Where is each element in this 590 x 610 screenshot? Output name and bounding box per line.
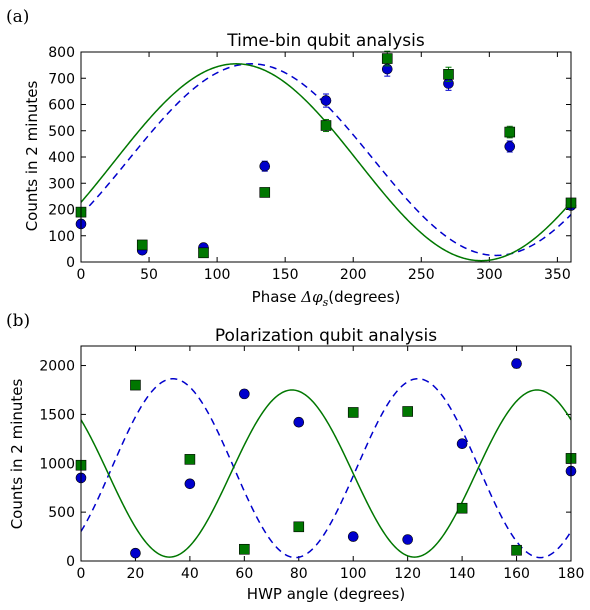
y-tick-label-a-3: 300 [48,176,75,192]
x-tick-label-a-1: 50 [140,267,158,283]
point-b-1-1 [130,379,141,391]
point-b-0-6 [402,534,413,545]
x-tick-label-b-4: 80 [290,566,308,582]
fit-curve-b-0 [81,378,571,559]
fit-curve-a-1 [81,63,571,262]
x-tick-label-a-3: 150 [272,267,299,283]
y-tick-label-b-2: 1000 [39,456,75,472]
x-tick-label-a-6: 300 [476,267,503,283]
x-axis-label-a-symbol: Δφ [300,288,323,306]
point-a-1-2 [198,247,209,259]
point-b-0-4 [293,416,305,428]
x-tick-label-b-7: 140 [449,566,476,582]
point-a-1-3 [259,187,271,198]
point-b-1-7 [456,502,468,514]
y-axis-label-a: Counts in 2 minutes [23,81,41,232]
x-axis-label-a: Phase Δφs(degrees) [252,288,401,309]
point-a-1-1 [136,239,148,251]
x-axis-label-b: HWP angle (degrees) [247,585,405,603]
point-b-0-7 [456,438,468,450]
y-tick-label-a-5: 500 [48,124,75,140]
point-b-0-2 [184,478,196,490]
x-tick-label-b-1: 20 [127,566,145,582]
point-a-1-5 [381,53,393,64]
point-a-0-4 [320,95,332,106]
x-tick-label-a-7: 350 [544,267,571,283]
point-b-0-8 [511,358,522,369]
point-b-1-5 [347,407,359,418]
y-tick-label-a-6: 600 [48,98,75,114]
point-b-0-5 [347,531,359,542]
y-tick-label-b-1: 500 [48,505,75,521]
y-axis-label-b: Counts in 2 minutes [8,379,26,530]
x-tick-label-b-0: 0 [77,566,86,582]
point-b-0-1 [130,547,141,559]
point-a-1-6 [443,69,454,80]
fit-curve-a-0 [81,63,571,257]
x-tick-label-a-2: 100 [204,267,231,283]
plot-area-a: 0 50 100 150 200 250 300 350 0 100 200 300 400 500 600… [48,45,577,283]
y-tick-label-a-7: 700 [48,71,75,87]
x-axis-label-a-sub: s [323,296,329,309]
point-b-1-2 [184,454,196,465]
x-tick-label-a-5: 250 [408,267,435,283]
axes-frame-b [80,345,572,562]
y-tick-label-a-1: 100 [48,229,75,245]
x-tick-label-a-4: 200 [340,267,367,283]
point-a-0-7 [504,141,516,152]
panel-label-b: (b) [6,311,30,331]
point-a-1-7 [504,126,516,138]
x-axis-label-a-suffix: (degrees) [328,288,400,306]
point-b-1-8 [511,544,522,556]
point-a-1-4 [320,120,332,131]
point-a-0-3 [259,160,271,172]
plot-area-b: 0 20 40 60 80 100 120 140 160 180 0 500 1000 1500 2000 [39,345,585,582]
point-b-0-3 [239,388,250,400]
point-b-1-3 [239,543,250,555]
x-tick-label-b-5: 100 [340,566,367,582]
y-tick-label-b-4: 2000 [39,359,75,375]
x-tick-label-a-0: 0 [77,267,86,283]
panel-label-a: (a) [6,7,29,27]
x-tick-label-b-8: 160 [503,566,530,582]
axes-frame-a [80,51,572,263]
y-tick-label-b-0: 0 [66,554,75,570]
chart-title-a: Time-bin qubit analysis [226,31,425,51]
fit-curve-b-1 [81,389,571,558]
y-tick-label-b-3: 1500 [39,407,75,423]
x-axis-label-a-prefix: Phase [252,288,302,306]
panel-time-bin: (a) Time-bin qubit analysis Counts in 2 … [6,7,577,309]
y-tick-label-a-4: 400 [48,150,75,166]
x-tick-label-b-9: 180 [558,566,585,582]
chart-title-b: Polarization qubit analysis [215,326,437,346]
x-tick-label-b-3: 60 [235,566,253,582]
x-tick-label-b-6: 120 [394,566,421,582]
y-tick-label-a-2: 200 [48,203,75,219]
y-tick-label-a-8: 800 [48,45,75,61]
point-b-1-6 [402,406,413,417]
point-b-1-4 [293,521,305,533]
x-tick-label-b-2: 40 [181,566,199,582]
y-tick-label-a-0: 0 [66,255,75,271]
panel-polarization: (b) Polarization qubit analysis Counts i… [6,311,584,603]
